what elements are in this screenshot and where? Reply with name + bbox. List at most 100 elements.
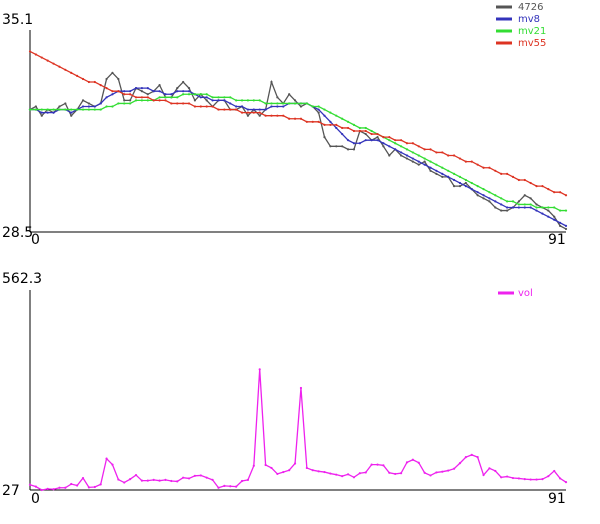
point-vol-19 bbox=[140, 479, 144, 482]
point-mv55-15 bbox=[117, 90, 120, 93]
point-vol-64 bbox=[405, 461, 409, 464]
point-vol-87 bbox=[541, 478, 544, 481]
point-vol-2 bbox=[40, 488, 43, 492]
point-vol-84 bbox=[523, 478, 526, 481]
point-vol-82 bbox=[511, 476, 515, 480]
point-mv55-32 bbox=[217, 108, 220, 111]
point-4726-26 bbox=[182, 80, 185, 84]
point-4726-27 bbox=[187, 87, 191, 90]
point-mv8-33 bbox=[223, 99, 226, 102]
point-mv21-13 bbox=[105, 105, 108, 108]
point-4726-22 bbox=[158, 83, 161, 87]
point-4726-42 bbox=[276, 96, 279, 99]
point-mv21-40 bbox=[264, 102, 267, 105]
point-mv21-68 bbox=[429, 160, 432, 163]
point-mv55-35 bbox=[235, 108, 238, 111]
point-mv8-18 bbox=[134, 87, 138, 90]
point-mv55-26 bbox=[182, 102, 185, 105]
point-mv21-41 bbox=[270, 102, 273, 105]
point-mv8-87 bbox=[541, 212, 544, 215]
point-mv55-24 bbox=[170, 102, 173, 105]
point-mv8-42 bbox=[276, 105, 279, 108]
series-line-4726 bbox=[29, 71, 567, 230]
point-mv8-41 bbox=[270, 105, 273, 108]
point-mv55-44 bbox=[288, 117, 291, 120]
point-4726-14 bbox=[111, 71, 114, 74]
point-mv21-63 bbox=[399, 145, 403, 148]
point-4726-76 bbox=[476, 194, 479, 197]
legend-label-mv8: mv8 bbox=[518, 14, 540, 25]
point-4726-57 bbox=[364, 132, 367, 136]
point-vol-41 bbox=[270, 466, 273, 470]
point-mv8-35 bbox=[235, 105, 238, 108]
series-line-mv8 bbox=[30, 87, 567, 227]
point-mv8-21 bbox=[152, 90, 155, 93]
point-mv21-83 bbox=[517, 203, 520, 206]
point-mv21-79 bbox=[494, 194, 497, 197]
point-mv8-4 bbox=[52, 111, 55, 114]
point-4726-52 bbox=[335, 145, 338, 148]
point-vol-85 bbox=[529, 478, 532, 481]
point-4726-73 bbox=[458, 184, 462, 188]
point-vol-13 bbox=[105, 457, 108, 460]
point-mv21-76 bbox=[476, 184, 479, 188]
point-4726-69 bbox=[435, 172, 438, 175]
point-vol-23 bbox=[164, 478, 167, 482]
point-mv8-61 bbox=[388, 145, 391, 148]
point-mv55-1 bbox=[34, 53, 37, 56]
point-mv8-76 bbox=[476, 191, 479, 194]
point-mv21-14 bbox=[111, 105, 114, 108]
point-mv8-68 bbox=[429, 166, 432, 169]
point-vol-40 bbox=[264, 463, 267, 467]
point-mv55-58 bbox=[370, 132, 373, 136]
point-mv21-3 bbox=[46, 108, 49, 111]
point-mv21-55 bbox=[352, 123, 356, 126]
point-vol-28 bbox=[193, 474, 197, 477]
point-mv55-73 bbox=[458, 157, 462, 160]
volume-panel: 562.3 27 0 91 vol bbox=[2, 271, 568, 507]
point-vol-68 bbox=[429, 474, 432, 477]
point-mv21-43 bbox=[282, 102, 285, 105]
volume-y-tick-top: 562.3 bbox=[2, 271, 42, 287]
point-mv8-80 bbox=[500, 203, 503, 206]
point-mv8-10 bbox=[87, 105, 90, 108]
point-vol-70 bbox=[441, 470, 444, 473]
series-mv55 bbox=[28, 50, 568, 197]
point-mv8-14 bbox=[111, 93, 114, 96]
point-vol-62 bbox=[394, 472, 397, 476]
point-mv8-23 bbox=[164, 93, 167, 96]
point-mv21-66 bbox=[417, 154, 420, 157]
point-vol-54 bbox=[346, 473, 350, 476]
point-mv21-62 bbox=[394, 142, 397, 145]
point-4726-61 bbox=[388, 154, 391, 157]
point-mv21-39 bbox=[258, 99, 261, 102]
point-4726-81 bbox=[506, 209, 509, 212]
point-vol-59 bbox=[376, 463, 379, 466]
point-mv8-2 bbox=[40, 111, 43, 114]
point-mv21-88 bbox=[547, 206, 550, 209]
point-mv21-24 bbox=[170, 96, 173, 99]
point-mv8-69 bbox=[435, 169, 438, 172]
point-vol-75 bbox=[470, 453, 473, 456]
point-mv21-33 bbox=[223, 96, 226, 99]
point-mv21-28 bbox=[193, 93, 197, 96]
point-mv21-10 bbox=[87, 108, 90, 111]
point-vol-36 bbox=[240, 479, 244, 483]
point-mv55-28 bbox=[193, 105, 197, 108]
point-mv8-90 bbox=[559, 221, 562, 224]
point-4726-6 bbox=[64, 102, 67, 105]
price-x-tick-start: 0 bbox=[31, 232, 40, 248]
point-mv21-22 bbox=[158, 96, 161, 99]
price-series-layer bbox=[28, 50, 568, 231]
point-vol-7 bbox=[70, 482, 73, 486]
point-4726-25 bbox=[176, 87, 179, 90]
point-mv21-18 bbox=[134, 99, 138, 102]
point-mv21-34 bbox=[229, 96, 232, 99]
point-mv21-50 bbox=[323, 108, 326, 111]
point-mv21-44 bbox=[288, 102, 291, 105]
point-vol-24 bbox=[170, 479, 173, 483]
point-4726-70 bbox=[441, 175, 444, 179]
point-mv21-23 bbox=[164, 96, 167, 99]
point-4726-88 bbox=[547, 209, 550, 212]
point-vol-58 bbox=[370, 463, 373, 466]
